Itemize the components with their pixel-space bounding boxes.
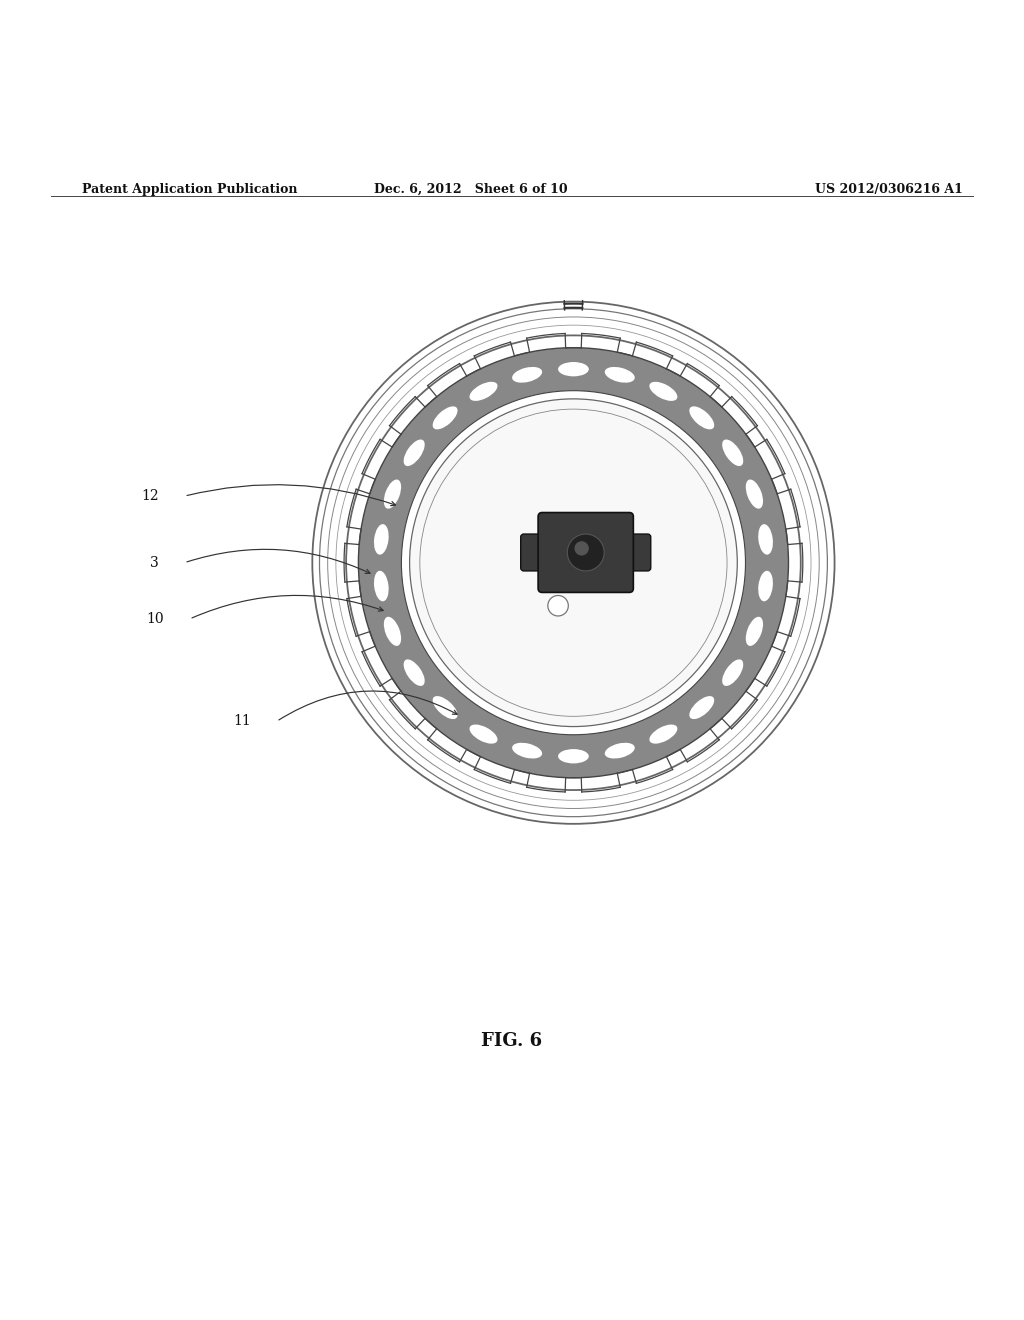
Ellipse shape: [722, 660, 743, 686]
Ellipse shape: [384, 479, 401, 508]
Ellipse shape: [649, 725, 678, 743]
Ellipse shape: [433, 696, 458, 719]
Ellipse shape: [403, 660, 425, 686]
Circle shape: [410, 399, 737, 726]
Ellipse shape: [758, 524, 773, 554]
Ellipse shape: [745, 616, 763, 645]
Circle shape: [567, 535, 604, 572]
Text: 12: 12: [141, 490, 159, 503]
Text: FIG. 6: FIG. 6: [481, 1032, 543, 1049]
Ellipse shape: [384, 616, 401, 645]
Ellipse shape: [512, 367, 542, 383]
Ellipse shape: [605, 743, 635, 759]
Ellipse shape: [758, 570, 773, 602]
Ellipse shape: [558, 362, 589, 376]
Ellipse shape: [374, 570, 389, 602]
Text: Patent Application Publication: Patent Application Publication: [82, 182, 297, 195]
Text: Dec. 6, 2012   Sheet 6 of 10: Dec. 6, 2012 Sheet 6 of 10: [374, 182, 568, 195]
Ellipse shape: [722, 440, 743, 466]
Ellipse shape: [374, 524, 389, 554]
Text: 3: 3: [150, 556, 159, 570]
Ellipse shape: [689, 407, 714, 429]
Ellipse shape: [512, 743, 542, 759]
Ellipse shape: [558, 748, 589, 763]
FancyBboxPatch shape: [539, 512, 633, 593]
Circle shape: [574, 541, 589, 556]
Ellipse shape: [403, 440, 425, 466]
Text: US 2012/0306216 A1: US 2012/0306216 A1: [815, 182, 963, 195]
FancyBboxPatch shape: [521, 535, 546, 572]
Ellipse shape: [469, 725, 498, 743]
Circle shape: [548, 595, 568, 616]
Ellipse shape: [745, 479, 763, 508]
FancyBboxPatch shape: [627, 535, 651, 572]
Circle shape: [346, 335, 801, 791]
Text: 11: 11: [233, 714, 251, 729]
Text: 10: 10: [146, 612, 164, 626]
Ellipse shape: [469, 381, 498, 401]
Ellipse shape: [605, 367, 635, 383]
Ellipse shape: [649, 381, 678, 401]
Ellipse shape: [689, 696, 714, 719]
Ellipse shape: [433, 407, 458, 429]
